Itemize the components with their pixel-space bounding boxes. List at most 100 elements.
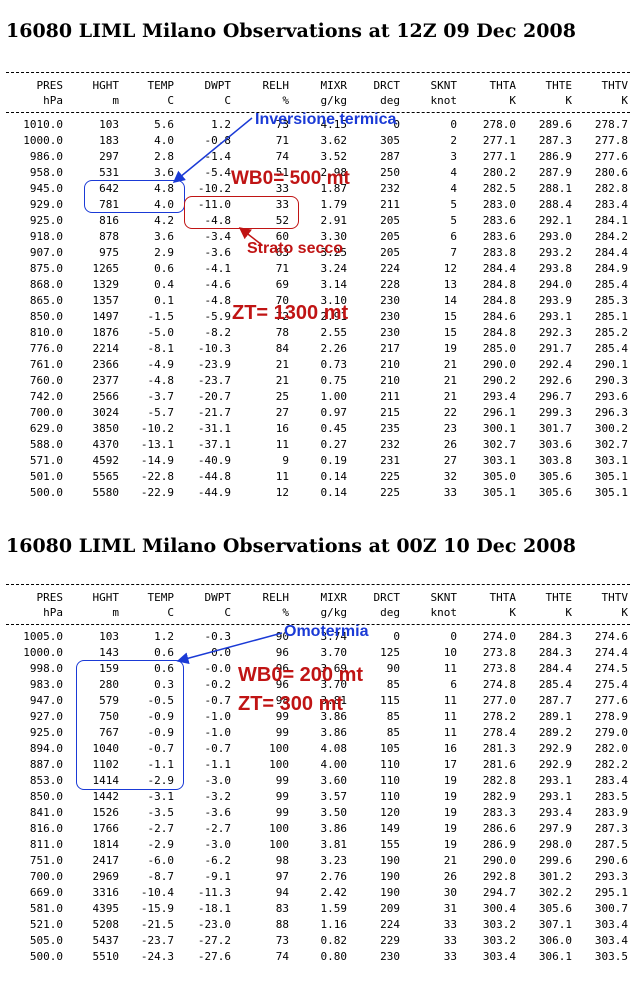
table-cell: 305.6 bbox=[538, 470, 572, 483]
table-cell: 878 bbox=[99, 230, 119, 243]
table-cell: 841.0 bbox=[29, 806, 63, 819]
table-cell: 2.91 bbox=[320, 214, 348, 227]
table-cell: 286.9 bbox=[538, 150, 572, 163]
table-cell: 21 bbox=[443, 854, 457, 867]
table-cell: 303.4 bbox=[594, 918, 628, 931]
column-unit: knot bbox=[430, 94, 458, 107]
table-cell: 306.0 bbox=[538, 934, 572, 947]
table-cell: 292.9 bbox=[538, 758, 572, 771]
table-cell: 94 bbox=[275, 886, 289, 899]
table-cell: 205 bbox=[380, 214, 400, 227]
table-cell: 19 bbox=[443, 838, 457, 851]
table-cell: 12 bbox=[443, 262, 457, 275]
table-cell: 299.3 bbox=[538, 406, 572, 419]
column-unit: deg bbox=[380, 606, 400, 619]
table-cell: -27.6 bbox=[197, 950, 231, 963]
column-unit: % bbox=[282, 606, 289, 619]
table-cell: 282.2 bbox=[594, 758, 628, 771]
column-unit: g/kg bbox=[320, 606, 348, 619]
table-cell: 282.8 bbox=[594, 182, 628, 195]
table-cell: 303.1 bbox=[594, 454, 628, 467]
table-cell: 210 bbox=[380, 374, 400, 387]
table-cell: -6.2 bbox=[204, 854, 232, 867]
column-header: THTV bbox=[601, 591, 629, 604]
table-cell: -3.1 bbox=[147, 790, 175, 803]
table-cell: 501.0 bbox=[29, 470, 63, 483]
table-cell: -11.3 bbox=[197, 886, 231, 899]
table-cell: 853.0 bbox=[29, 774, 63, 787]
table-cell: 14 bbox=[443, 294, 457, 307]
table-cell: 224 bbox=[380, 918, 400, 931]
table-cell: -2.9 bbox=[147, 774, 175, 787]
table-cell: -0.3 bbox=[204, 630, 232, 643]
table-cell: 294.7 bbox=[482, 886, 516, 899]
table-cell: 0.6 bbox=[154, 646, 174, 659]
table-cell: 9 bbox=[282, 454, 289, 467]
table-cell: -0.2 bbox=[204, 678, 232, 691]
table-cell: 5510 bbox=[92, 950, 120, 963]
table-row: 945.0 642 4.8 -10.2 33 1.87 232 4 282.5 288.1 282.… bbox=[6, 182, 636, 198]
table-row: 850.0 1497 -1.5 -5.9 72 2.91 230 15 284.6 293.1 28… bbox=[6, 310, 636, 326]
table-row: 875.0 1265 0.6 -4.1 71 3.24 224 12 284.4 293.8 284… bbox=[6, 262, 636, 278]
table-cell: 4.00 bbox=[320, 758, 348, 771]
table-row: 761.0 2366 -4.9 -23.9 21 0.73 210 21 290.0 292.4 2… bbox=[6, 358, 636, 374]
table-cell: 305.1 bbox=[482, 486, 516, 499]
table-cell: 283.5 bbox=[594, 790, 628, 803]
table-row: 571.0 4592 -14.9 -40.9 9 0.19 231 27 303.1 303.8 3… bbox=[6, 454, 636, 470]
table-cell: 290.0 bbox=[482, 854, 516, 867]
table-cell: 3.81 bbox=[320, 694, 348, 707]
table-cell: -2.7 bbox=[147, 822, 175, 835]
table-cell: 4.2 bbox=[154, 214, 174, 227]
table-cell: -1.4 bbox=[204, 150, 232, 163]
table-cell: -10.2 bbox=[197, 182, 231, 195]
table-cell: 300.7 bbox=[594, 902, 628, 915]
table-cell: 907.0 bbox=[29, 246, 63, 259]
table-cell: 300.4 bbox=[482, 902, 516, 915]
table-cell: 278.9 bbox=[594, 710, 628, 723]
table-cell: 5437 bbox=[92, 934, 120, 947]
table-cell: 293.6 bbox=[594, 390, 628, 403]
table-cell: 10 bbox=[443, 646, 457, 659]
table-cell: -2.9 bbox=[147, 838, 175, 851]
table-divider bbox=[6, 112, 630, 113]
table-cell: 230 bbox=[380, 950, 400, 963]
table-cell: 1329 bbox=[92, 278, 120, 291]
table-cell: 1442 bbox=[92, 790, 120, 803]
table-cell: 12 bbox=[275, 486, 289, 499]
table-cell: 2566 bbox=[92, 390, 120, 403]
table-cell: 290.2 bbox=[482, 374, 516, 387]
table-cell: 1876 bbox=[92, 326, 120, 339]
table-cell: 284.3 bbox=[538, 630, 572, 643]
table-cell: 4395 bbox=[92, 902, 120, 915]
table-cell: 96 bbox=[275, 646, 289, 659]
table-cell: -5.9 bbox=[204, 310, 232, 323]
table-cell: 74 bbox=[275, 150, 289, 163]
column-headers: PRES HGHT TEMP DWPT RELH MIXR DRCT SKNT THTA THTE… bbox=[6, 591, 636, 606]
table-cell: 887.0 bbox=[29, 758, 63, 771]
table-cell: 285.1 bbox=[594, 310, 628, 323]
table-cell: 84 bbox=[275, 342, 289, 355]
table-cell: 2.76 bbox=[320, 870, 348, 883]
table-cell: 925.0 bbox=[29, 726, 63, 739]
table-cell: 22 bbox=[443, 406, 457, 419]
table-cell: 0.45 bbox=[320, 422, 348, 435]
column-unit: K bbox=[509, 606, 516, 619]
table-row: 986.0 297 2.8 -1.4 74 3.52 287 3 277.1 286.9 277.6 bbox=[6, 150, 636, 166]
table-cell: 0.75 bbox=[320, 374, 348, 387]
table-row: 669.0 3316 -10.4 -11.3 94 2.42 190 30 294.7 302.2… bbox=[6, 886, 636, 902]
table-cell: 277.1 bbox=[482, 134, 516, 147]
table-cell: 286.9 bbox=[482, 838, 516, 851]
table-cell: 99 bbox=[275, 790, 289, 803]
table-cell: 63 bbox=[275, 246, 289, 259]
isothermy-label: Omotermia bbox=[284, 623, 369, 640]
table-cell: 26 bbox=[443, 438, 457, 451]
table-cell: 292.1 bbox=[538, 214, 572, 227]
table-cell: 4.8 bbox=[154, 182, 174, 195]
table-row: 998.0 159 0.6 -0.0 96 3.69 90 11 273.8 284.4 274.5 bbox=[6, 662, 636, 678]
table-cell: 11 bbox=[443, 694, 457, 707]
column-header: HGHT bbox=[92, 591, 120, 604]
table-cell: 284.8 bbox=[482, 326, 516, 339]
table-cell: 21 bbox=[275, 374, 289, 387]
table-cell: 274.6 bbox=[594, 630, 628, 643]
table-cell: 274.8 bbox=[482, 678, 516, 691]
